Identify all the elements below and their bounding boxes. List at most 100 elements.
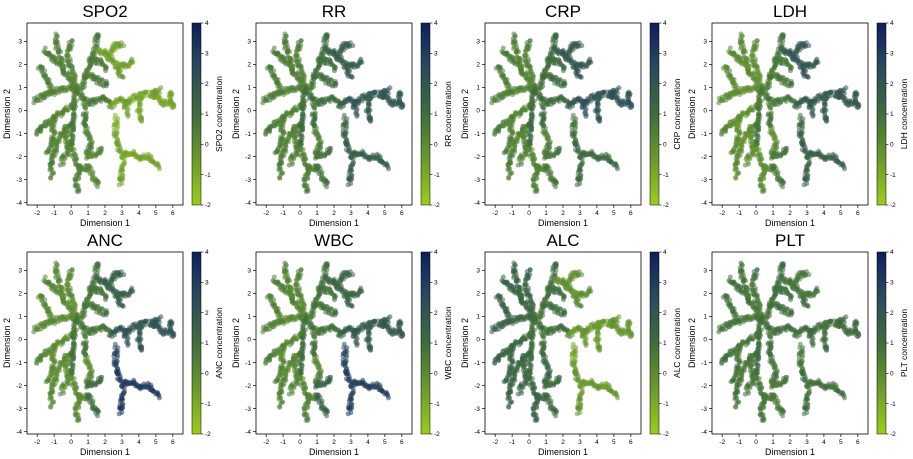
data-point [305,188,311,194]
colorbar-tick-label: 0 [890,142,894,149]
data-point [312,122,318,128]
data-point [761,188,767,194]
y-tick-label: 3 [703,39,707,46]
y-tick-label: -2 [474,154,480,161]
data-point [286,162,292,168]
scatter-points [31,31,177,194]
y-tick-label: -4 [245,200,251,207]
data-point [88,135,94,141]
data-point [841,164,847,169]
data-point [116,182,122,188]
data-point [616,85,622,91]
scatter-points [716,31,862,194]
x-tick-label: 3 [120,439,124,446]
colorbar-tick-label: 1 [890,111,894,118]
data-point [728,150,734,156]
data-point [553,184,559,190]
data-point [298,38,304,44]
data-point [289,70,295,75]
x-tick-label: 2 [332,210,336,217]
x-tick-label: 3 [120,210,124,217]
data-point [169,105,175,110]
data-point [332,68,337,74]
data-point [83,106,89,111]
x-axis-label: Dimension 1 [80,447,130,457]
data-point [271,45,277,51]
x-tick-label: 2 [103,210,107,217]
data-point [79,91,85,97]
data-point [528,132,534,138]
data-point [779,32,785,38]
data-point [280,170,286,176]
data-point [853,89,859,95]
data-point [43,150,49,156]
y-tick-label: 2 [703,62,707,69]
y-tick-label: -1 [16,131,22,138]
data-point [53,46,59,51]
data-point [534,188,540,194]
x-axis-label: Dimension 1 [309,218,359,228]
data-point [103,80,109,86]
y-tick-label: -3 [474,177,480,184]
x-tick-label: -1 [51,210,57,217]
data-point [527,141,533,147]
data-point [843,85,849,91]
x-tick-label: 5 [383,210,387,217]
x-tick-label: -2 [492,210,498,217]
data-point [168,89,174,95]
data-point [35,127,41,133]
data-point [80,111,86,117]
scatter-points [489,31,635,194]
data-point [156,164,162,169]
x-tick-label: 6 [400,210,404,217]
data-point [263,131,269,137]
data-point [527,38,533,44]
x-tick-label: 6 [629,210,633,217]
data-point [139,118,145,124]
data-point [34,131,40,137]
data-point [48,166,54,172]
data-point [118,147,124,153]
y-tick-label: 3 [476,39,480,46]
x-tick-label: -1 [509,210,515,217]
y-tick-label: -4 [16,200,22,207]
data-point [511,31,517,37]
data-point [775,169,781,175]
x-tick-label: -1 [736,210,742,217]
data-point [56,54,62,60]
data-point [354,113,360,119]
data-point [780,184,786,190]
data-point [614,164,620,169]
data-point [561,68,566,74]
data-point [529,147,535,152]
x-tick-label: 2 [561,210,565,217]
scatter-points [260,31,406,194]
y-tick-label: -3 [16,406,22,413]
data-point [387,85,393,91]
y-tick-label: 0 [18,337,22,344]
data-point [130,59,136,65]
data-point [70,152,76,157]
y-tick-label: 3 [247,39,251,46]
y-tick-label: -4 [474,200,480,207]
colorbar-tick-label: 1 [205,111,209,118]
data-point [298,141,304,147]
y-tick-label: 0 [476,108,480,115]
data-point [260,100,266,106]
scatter-points [31,260,177,423]
data-point [60,70,66,75]
data-point [824,118,830,124]
data-point [64,52,70,58]
y-tick-label: -3 [245,177,251,184]
data-point [69,141,75,147]
data-point [506,175,512,181]
data-point [67,83,73,89]
data-point [103,68,108,74]
x-tick-label: -2 [263,210,269,217]
data-point [738,31,744,37]
data-point [71,147,77,152]
data-point [518,70,524,75]
colorbar-label: RR concentration [443,81,453,147]
